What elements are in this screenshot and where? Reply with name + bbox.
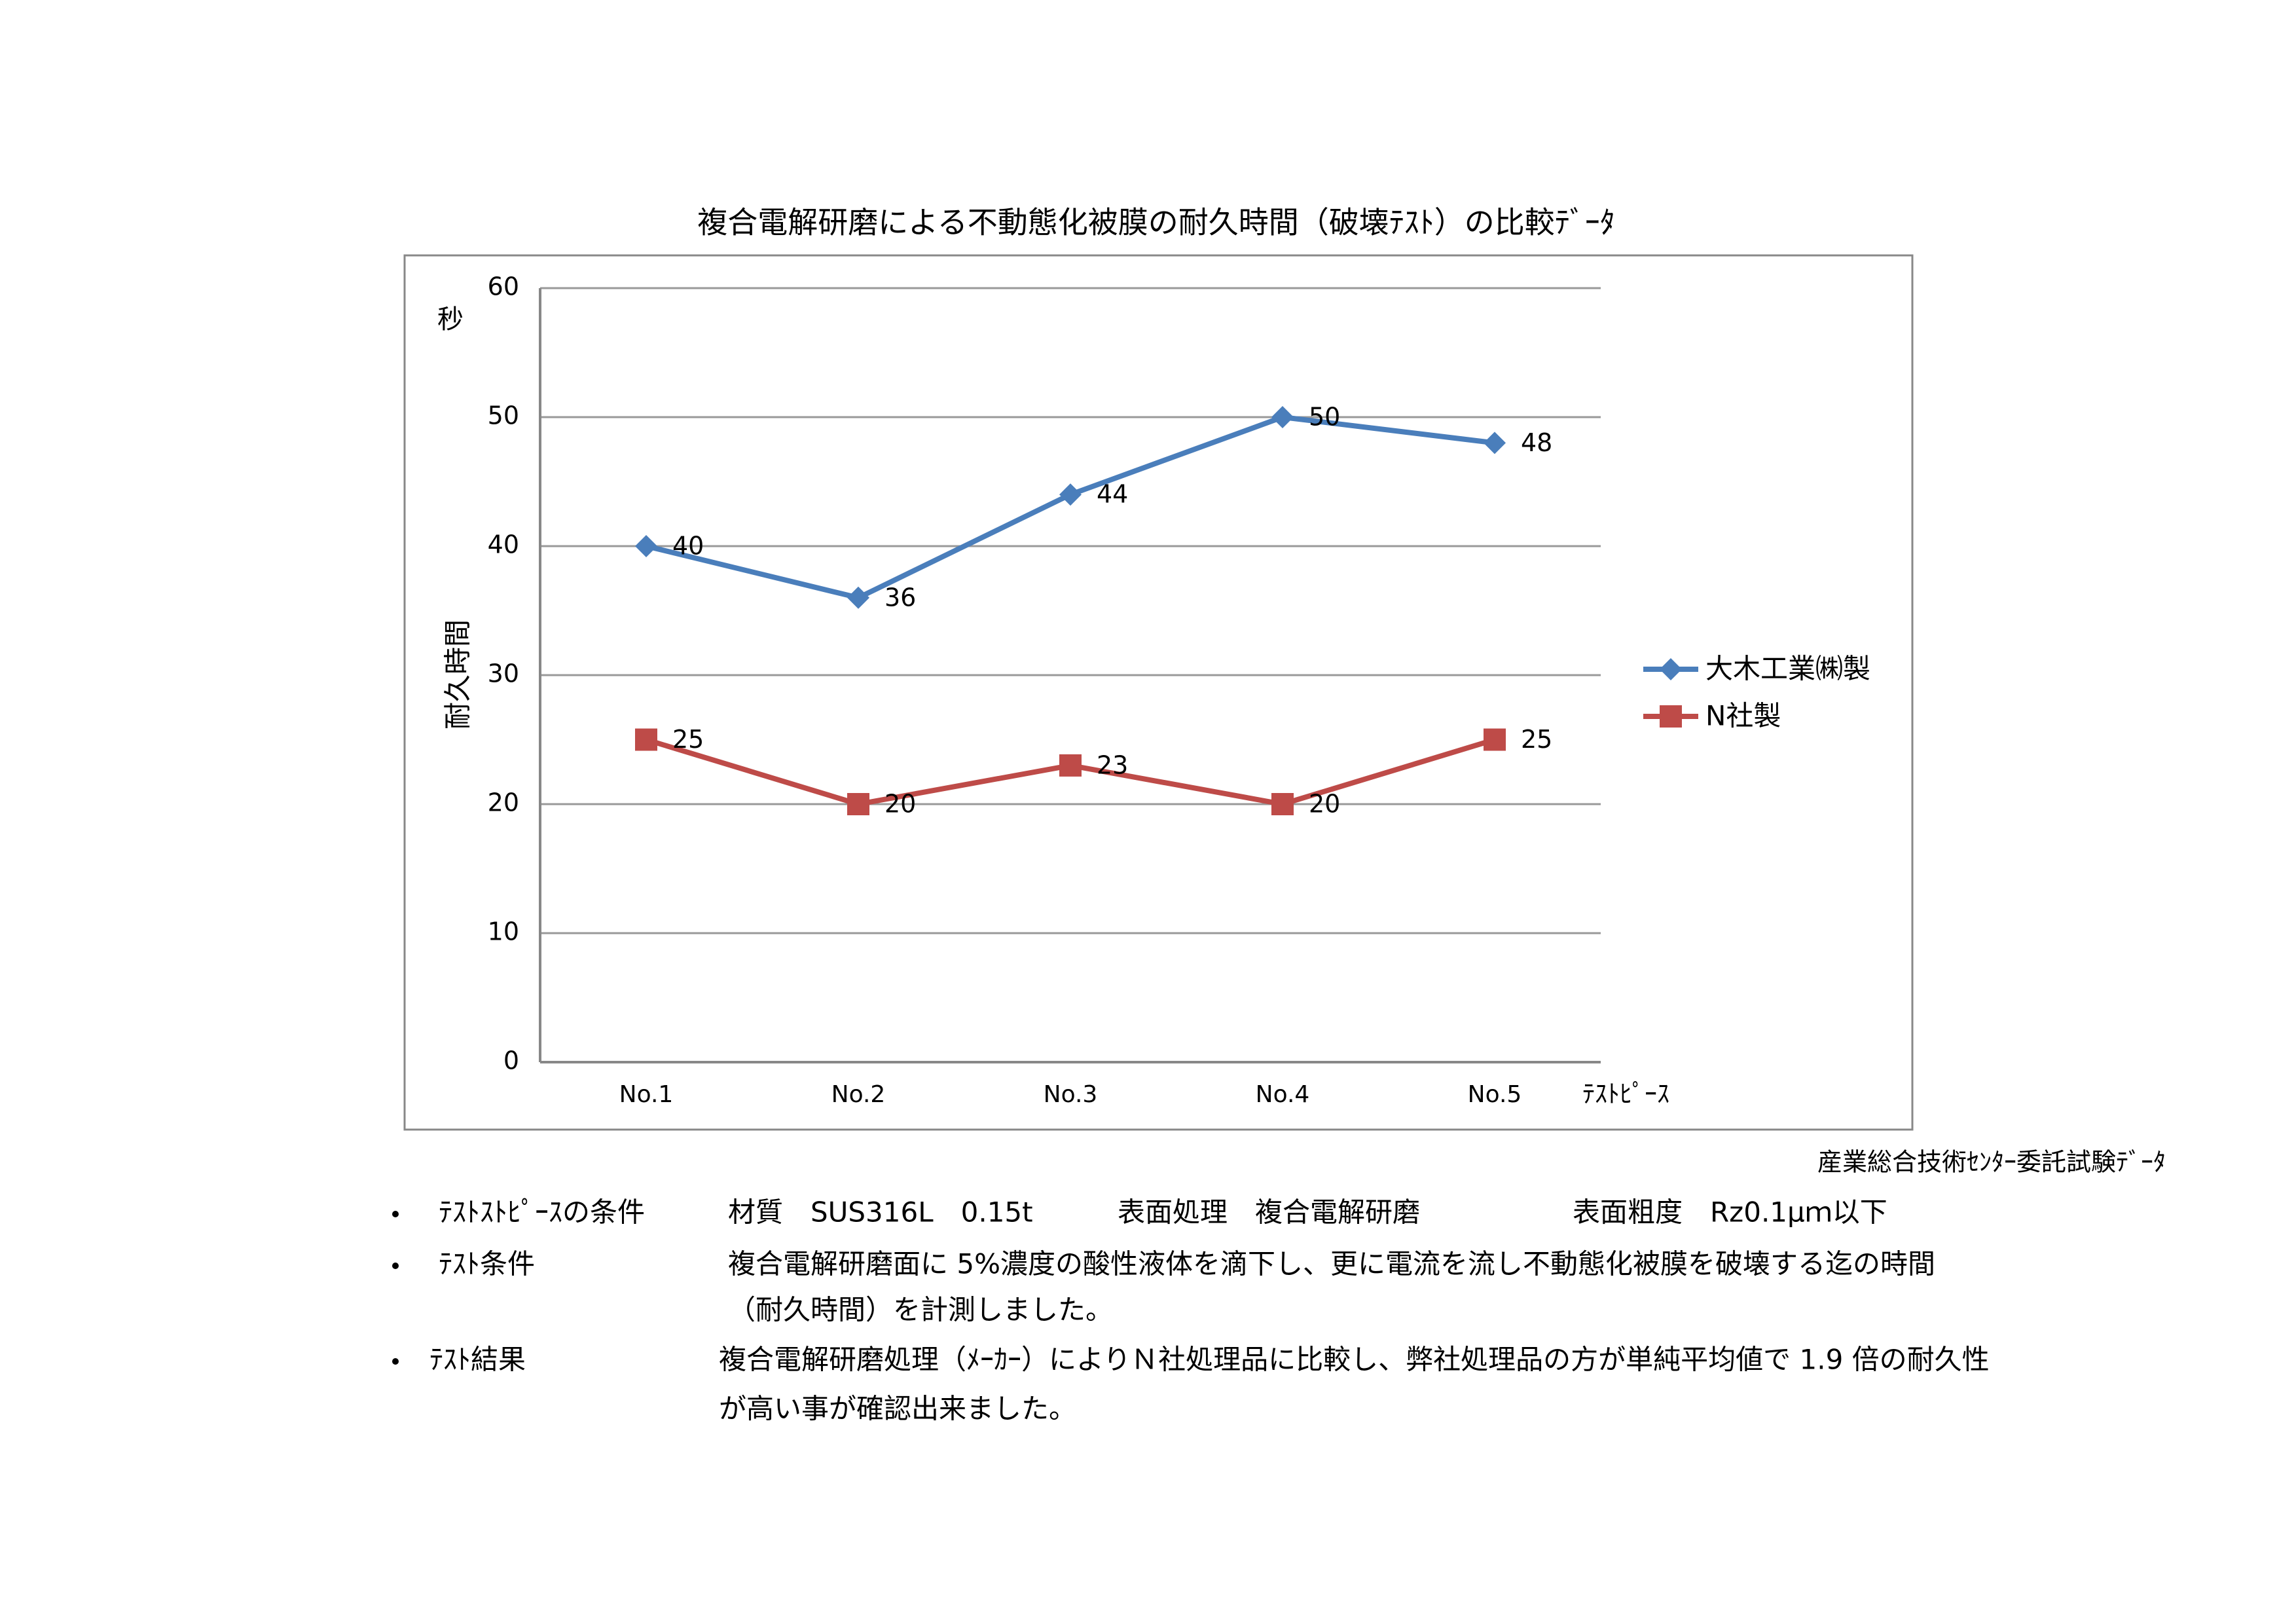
data-point (1271, 793, 1294, 815)
data-point (847, 793, 869, 815)
note-line: （耐久時間）を計測しました。 (728, 1294, 1113, 1326)
note-line: が高い事が確認出来ました。 (719, 1393, 1076, 1425)
bullet (392, 1211, 399, 1217)
data-label: 20 (1309, 790, 1340, 819)
data-point (847, 586, 869, 609)
data-label: 25 (1521, 725, 1552, 754)
data-point (635, 535, 657, 557)
x-tick-label: No.3 (1044, 1081, 1098, 1108)
data-label: 25 (672, 725, 704, 754)
y-unit: 秒 (437, 304, 464, 335)
y-tick-label: 30 (488, 659, 519, 688)
source-note: 産業総合技術ｾﾝﾀｰ委託試験ﾃﾞｰﾀ (1817, 1148, 2166, 1177)
legend-marker (1660, 658, 1682, 680)
data-point (635, 728, 657, 751)
y-tick-label: 40 (488, 530, 519, 559)
data-label: 23 (1097, 750, 1128, 779)
y-tick-label: 60 (488, 272, 519, 301)
data-label: 20 (884, 790, 916, 819)
chart-title: 複合電解研磨による不動態化被膜の耐久時間（破壊ﾃｽﾄ）の比較ﾃﾞｰﾀ (697, 205, 1615, 240)
note-column: 表面処理 複合電解研磨 (1118, 1196, 1420, 1228)
note-label: ﾃｽﾄ結果 (429, 1344, 526, 1376)
x-tick-label: No.2 (831, 1081, 886, 1108)
bullet (392, 1263, 399, 1269)
data-label: 44 (1097, 480, 1128, 509)
note-label: ﾃｽﾄｽﾄﾋﾟｰｽの条件 (439, 1196, 645, 1228)
y-tick-label: 10 (488, 917, 519, 946)
note-line: 複合電解研磨処理（ﾒｰｶｰ）によりＮ社処理品に比較し、弊社処理品の方が単純平均値… (719, 1344, 1990, 1376)
note-column: 材質 SUS316L 0.15t (728, 1196, 1033, 1228)
data-label: 36 (884, 583, 916, 612)
data-point (1271, 406, 1294, 428)
y-tick-label: 20 (488, 788, 519, 817)
data-label: 40 (672, 532, 704, 561)
chart-frame (403, 254, 1914, 1131)
note-label: ﾃｽﾄ条件 (439, 1248, 535, 1280)
series-line (646, 415, 1495, 600)
bullet (392, 1358, 399, 1365)
data-point (1059, 483, 1082, 506)
x-tick-label: No.4 (1256, 1081, 1310, 1108)
legend-marker (1660, 705, 1682, 728)
data-point (1059, 754, 1082, 777)
y-tick-label: 0 (503, 1046, 519, 1075)
note-line: 複合電解研磨面に 5%濃度の酸性液体を滴下し、更に電流を流し不動態化被膜を破壊す… (728, 1248, 1935, 1280)
note-column: 表面粗度 Rz0.1μｍ以下 (1573, 1196, 1887, 1228)
data-label: 50 (1309, 403, 1340, 432)
x-tick-label: No.1 (619, 1081, 674, 1108)
x-axis-label: ﾃｽﾄﾋﾟｰｽ (1582, 1080, 1669, 1109)
data-point (1484, 728, 1506, 751)
legend-label: 大木工業㈱製 (1705, 653, 1870, 685)
data-label: 48 (1521, 428, 1552, 457)
y-tick-label: 50 (488, 401, 519, 430)
legend-label: N社製 (1705, 700, 1781, 732)
x-tick-label: No.5 (1468, 1081, 1522, 1108)
data-point (1484, 432, 1506, 454)
y-axis-label: 耐久時間 (442, 619, 474, 729)
